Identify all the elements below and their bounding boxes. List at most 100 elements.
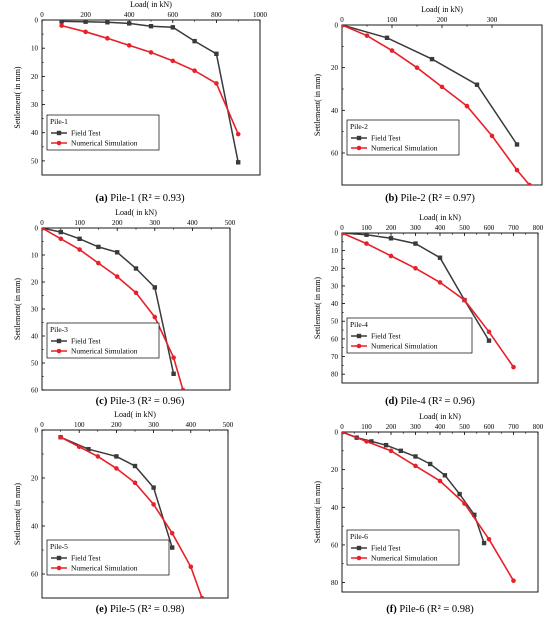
data-point-field xyxy=(171,371,176,376)
legend-entry: Numerical Simulation xyxy=(371,342,438,351)
x-tick-label: 100 xyxy=(74,219,85,227)
y-axis-label: Settlement( in mm) xyxy=(13,483,22,546)
panel-label: Pile-3 xyxy=(50,325,68,334)
data-point-field xyxy=(115,250,120,255)
x-tick-label: 200 xyxy=(386,224,397,232)
data-point-numerical xyxy=(364,439,369,444)
x-axis-label: Load( in kN) xyxy=(115,208,157,217)
y-tick-label: 20 xyxy=(31,73,39,81)
data-point-field xyxy=(83,20,88,24)
data-point-field xyxy=(383,442,389,448)
data-point-numerical xyxy=(514,167,520,173)
caption-letter: (a) xyxy=(95,193,108,204)
data-point-numerical xyxy=(462,501,467,506)
data-point-field xyxy=(96,244,101,250)
series-group xyxy=(342,25,532,185)
caption: (d) Pile-4 (R² = 0.96) xyxy=(385,396,475,407)
data-point-field xyxy=(486,338,492,343)
data-point-numerical xyxy=(414,65,420,70)
data-point-numerical xyxy=(342,25,345,28)
data-point-field xyxy=(132,463,138,469)
y-tick-label: 60 xyxy=(31,387,39,395)
data-point-numerical xyxy=(439,84,445,90)
legend-marker-numerical xyxy=(56,565,62,571)
series-line-numerical xyxy=(342,233,515,368)
y-axis-label: Settlement( in mm) xyxy=(13,278,22,341)
data-point-field xyxy=(369,439,374,444)
y-tick-label: 10 xyxy=(331,247,339,255)
data-point-numerical xyxy=(58,434,63,440)
plot-frame xyxy=(41,19,261,176)
legend-entry: Numerical Simulation xyxy=(371,144,438,153)
data-point-numerical xyxy=(437,280,443,285)
data-point-field xyxy=(481,540,487,546)
legend-marker-field xyxy=(56,338,62,344)
y-tick-label: 60 xyxy=(331,541,339,549)
caption-text: Pile-6 (R² = 0.98) xyxy=(399,604,474,615)
legend-marker-numerical xyxy=(56,140,62,146)
y-tick-label: 0 xyxy=(35,427,39,435)
data-point-field xyxy=(151,485,156,490)
legend-entry: Field Test xyxy=(371,544,401,553)
data-point-numerical xyxy=(132,480,138,486)
data-point-field xyxy=(514,142,520,147)
x-tick-label: 800 xyxy=(211,11,222,19)
x-tick-label: 300 xyxy=(150,219,161,227)
caption-text: Pile-5 (R² = 0.98) xyxy=(110,604,185,615)
x-tick-label: 300 xyxy=(410,423,421,431)
x-axis-label: Load( in kN) xyxy=(421,5,463,14)
x-tick-label: 400 xyxy=(124,11,135,19)
caption: (b) Pile-2 (R² = 0.97) xyxy=(385,193,475,204)
data-point-numerical xyxy=(42,228,45,231)
legend-entry: Field Test xyxy=(71,129,101,138)
data-point-numerical xyxy=(342,233,345,236)
x-tick-label: 0 xyxy=(40,421,44,429)
data-point-field xyxy=(170,545,175,550)
x-tick-label: 0 xyxy=(40,219,44,227)
y-tick-label: 70 xyxy=(331,353,339,361)
legend-entry: Numerical Simulation xyxy=(371,554,438,563)
caption: (a) Pile-1 (R² = 0.93) xyxy=(95,193,185,204)
x-tick-label: 600 xyxy=(484,423,495,431)
data-point-field xyxy=(152,285,157,290)
legend-box xyxy=(46,539,170,576)
data-point-field xyxy=(442,473,448,478)
x-tick-label: 800 xyxy=(533,423,544,431)
data-point-numerical xyxy=(95,454,101,459)
legend-entry: Numerical Simulation xyxy=(71,139,138,148)
x-tick-label: 0 xyxy=(340,423,344,431)
data-point-numerical xyxy=(59,23,64,28)
y-axis-label: Settlement( in mm) xyxy=(313,277,322,340)
y-tick-label: 0 xyxy=(335,429,339,437)
y-tick-label: 0 xyxy=(335,22,339,30)
caption-letter: (d) xyxy=(385,396,398,407)
y-tick-label: 20 xyxy=(331,466,339,474)
y-tick-label: 10 xyxy=(31,252,39,260)
x-tick-label: 600 xyxy=(484,224,495,232)
caption: (c) Pile-3 (R² = 0.96) xyxy=(96,396,185,407)
data-point-numerical xyxy=(511,578,516,584)
plot-frame xyxy=(341,24,543,186)
y-tick-label: 40 xyxy=(331,504,339,512)
data-point-numerical xyxy=(214,81,219,86)
caption-letter: (b) xyxy=(385,193,398,204)
data-point-numerical xyxy=(76,444,82,450)
chart-panel-pile-5: 0 100 200 300 400 500 0 20 40 60 Load( in kN) Settl… xyxy=(13,410,234,615)
legend-marker-numerical xyxy=(356,343,362,349)
data-point-field xyxy=(364,233,369,237)
y-axis-label: Settlement( in mm) xyxy=(313,74,322,137)
y-tick-label: 60 xyxy=(331,335,339,343)
data-point-field xyxy=(474,82,480,87)
x-tick-label: 800 xyxy=(533,224,544,232)
x-tick-label: 300 xyxy=(410,224,421,232)
x-axis-label: Load( in kN) xyxy=(114,410,156,419)
x-tick-label: 400 xyxy=(435,224,446,232)
data-point-field xyxy=(170,25,175,30)
y-axis-label: Settlement( in mm) xyxy=(13,66,22,129)
x-tick-label: 400 xyxy=(435,423,446,431)
data-point-numerical xyxy=(152,314,158,320)
y-tick-label: 30 xyxy=(31,306,39,314)
